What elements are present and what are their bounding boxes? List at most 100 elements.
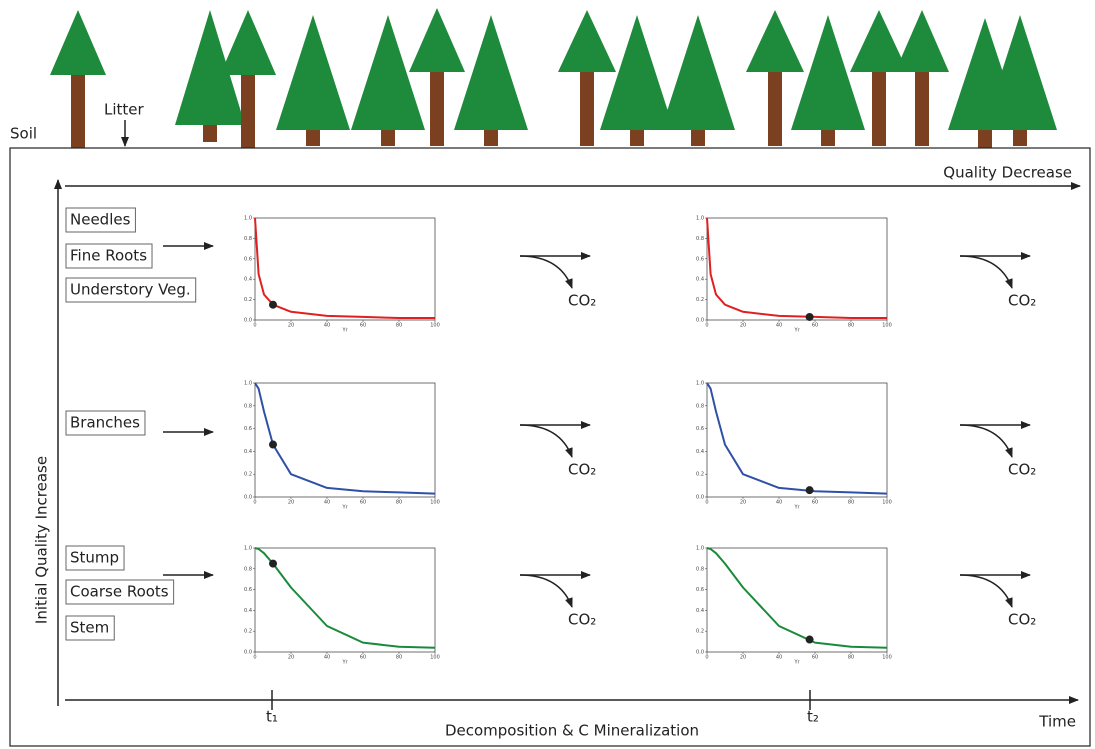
- tree-crown: [409, 8, 465, 72]
- pool-box: [65, 277, 197, 303]
- tree-trunk: [768, 67, 782, 146]
- plot-frame: [706, 382, 888, 498]
- x-tick-label: 40: [324, 500, 330, 506]
- x-tick-label: 40: [324, 655, 330, 661]
- x-tick-label: 80: [396, 655, 402, 661]
- x-tick-label: 0: [253, 500, 256, 506]
- x-tick-label: 60: [360, 500, 366, 506]
- y-tick-label: 0.4: [696, 449, 704, 455]
- x-tick-label: 60: [360, 323, 366, 329]
- pool-label: Needles: [70, 211, 131, 229]
- y-tick-label: 1.0: [696, 381, 704, 387]
- decay-curve: [706, 382, 888, 495]
- y-tick-label: 0.8: [244, 236, 252, 242]
- tree-trunk: [978, 125, 992, 148]
- y-tick-label: 0.2: [244, 629, 252, 635]
- x-tick-label: 100: [430, 323, 440, 329]
- tree-trunk: [872, 67, 886, 146]
- x-tick-label: 100: [882, 323, 892, 329]
- quality-increase-label: Initial Quality Increase: [33, 456, 51, 624]
- y-tick-label: 0.4: [244, 608, 252, 614]
- x-tick-label: 20: [740, 500, 746, 506]
- y-tick-label: 0.8: [244, 403, 252, 409]
- x-axis-label: Yr: [341, 505, 348, 511]
- tree-trunk: [484, 125, 498, 146]
- x-tick-label: 100: [882, 655, 892, 661]
- tree-trunk: [306, 125, 320, 146]
- tree-trunk: [203, 120, 217, 142]
- y-tick-label: 1.0: [696, 216, 704, 222]
- plot-frame: [254, 217, 436, 321]
- time-label: Time: [1038, 713, 1076, 731]
- decay-curve: [254, 547, 436, 649]
- pool-box: [65, 615, 115, 641]
- t1-label: t₁: [266, 708, 278, 726]
- t2-label: t₂: [807, 708, 819, 726]
- pool-box: [65, 243, 153, 269]
- x-axis-label: Yr: [793, 505, 800, 511]
- y-tick-label: 0.0: [696, 318, 704, 324]
- time-marker: [805, 635, 814, 644]
- tree-crown: [600, 15, 674, 130]
- x-tick-label: 20: [288, 323, 294, 329]
- tree-crown: [558, 10, 616, 72]
- y-tick-label: 0.0: [696, 650, 704, 656]
- x-tick-label: 20: [740, 655, 746, 661]
- y-tick-label: 0.6: [244, 426, 252, 432]
- co2-label: CO₂: [1008, 611, 1036, 629]
- y-tick-label: 1.0: [696, 546, 704, 552]
- pool-label: Understory Veg.: [70, 281, 191, 299]
- x-tick-label: 0: [253, 323, 256, 329]
- y-tick-label: 0.6: [244, 587, 252, 593]
- x-tick-label: 80: [396, 323, 402, 329]
- tree-crown: [661, 15, 735, 130]
- y-tick-label: 0.8: [696, 403, 704, 409]
- co2-arrow: [959, 424, 1013, 458]
- x-tick-label: 100: [430, 500, 440, 506]
- x-axis-label: Yr: [341, 328, 348, 334]
- time-marker: [269, 440, 277, 449]
- x-tick-label: 0: [253, 655, 256, 661]
- pool-label: Fine Roots: [70, 247, 147, 265]
- x-axis-label: Yr: [341, 660, 348, 666]
- y-tick-label: 0.4: [244, 277, 252, 283]
- tree-trunk: [821, 125, 835, 146]
- x-tick-label: 40: [776, 500, 782, 506]
- y-tick-label: 1.0: [244, 216, 252, 222]
- decay-curve: [254, 217, 435, 319]
- decay-curve: [706, 547, 888, 649]
- process-label: Decomposition & C Mineralization: [445, 722, 699, 740]
- co2-label: CO₂: [568, 292, 596, 310]
- co2-label: CO₂: [1008, 292, 1036, 310]
- litter-label: Litter: [104, 101, 145, 119]
- x-tick-label: 20: [288, 655, 294, 661]
- y-tick-label: 1.0: [244, 546, 252, 552]
- x-tick-label: 60: [360, 655, 366, 661]
- y-tick-label: 0.0: [244, 318, 252, 324]
- y-tick-label: 0.2: [696, 297, 704, 303]
- y-tick-label: 0.4: [244, 449, 252, 455]
- y-tick-label: 0.6: [696, 256, 704, 262]
- x-tick-label: 40: [776, 323, 782, 329]
- plot-frame: [254, 547, 436, 653]
- y-tick-label: 0.6: [244, 256, 252, 262]
- x-axis-label: Yr: [793, 328, 800, 334]
- x-tick-label: 40: [324, 323, 330, 329]
- x-tick-label: 100: [882, 500, 892, 506]
- tree-crown: [791, 15, 865, 130]
- tree-crown: [175, 10, 245, 125]
- co2-arrow: [519, 574, 573, 608]
- co2-arrow: [519, 424, 573, 458]
- x-tick-label: 80: [396, 500, 402, 506]
- x-tick-label: 0: [705, 500, 708, 506]
- tree-crown: [276, 15, 350, 130]
- pool-label: Stump: [70, 549, 119, 567]
- tree-trunk: [241, 70, 255, 148]
- co2-label: CO₂: [1008, 461, 1036, 479]
- soil-box: [9, 147, 1091, 747]
- time-marker: [269, 559, 277, 568]
- pool-label: Stem: [70, 619, 109, 637]
- y-tick-label: 0.6: [696, 426, 704, 432]
- y-tick-label: 0.2: [696, 472, 704, 478]
